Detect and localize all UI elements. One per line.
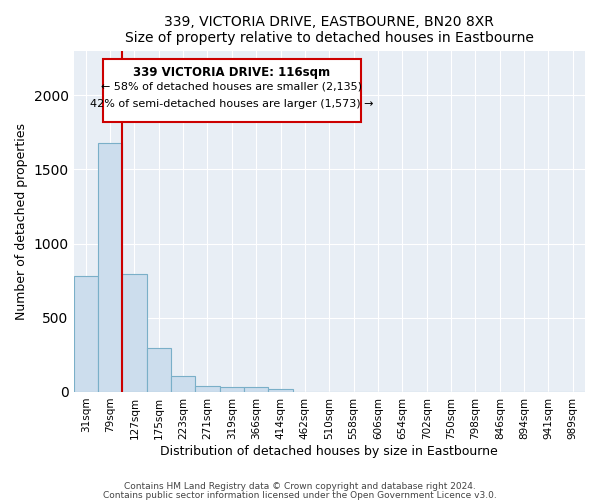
Bar — [98, 142, 122, 392]
Bar — [122, 274, 146, 392]
X-axis label: Distribution of detached houses by size in Eastbourne: Distribution of detached houses by size … — [160, 444, 498, 458]
Bar — [244, 387, 268, 392]
Title: 339, VICTORIA DRIVE, EASTBOURNE, BN20 8XR
Size of property relative to detached : 339, VICTORIA DRIVE, EASTBOURNE, BN20 8X… — [125, 15, 534, 45]
Bar — [171, 376, 196, 392]
FancyBboxPatch shape — [103, 60, 361, 122]
Text: Contains public sector information licensed under the Open Government Licence v3: Contains public sector information licen… — [103, 491, 497, 500]
Text: 42% of semi-detached houses are larger (1,573) →: 42% of semi-detached houses are larger (… — [90, 99, 374, 109]
Bar — [196, 386, 220, 392]
Text: Contains HM Land Registry data © Crown copyright and database right 2024.: Contains HM Land Registry data © Crown c… — [124, 482, 476, 491]
Text: 339 VICTORIA DRIVE: 116sqm: 339 VICTORIA DRIVE: 116sqm — [133, 66, 331, 78]
Bar — [268, 390, 293, 392]
Y-axis label: Number of detached properties: Number of detached properties — [15, 122, 28, 320]
Bar — [146, 348, 171, 392]
Text: ← 58% of detached houses are smaller (2,135): ← 58% of detached houses are smaller (2,… — [101, 82, 362, 92]
Bar — [220, 387, 244, 392]
Bar — [74, 276, 98, 392]
